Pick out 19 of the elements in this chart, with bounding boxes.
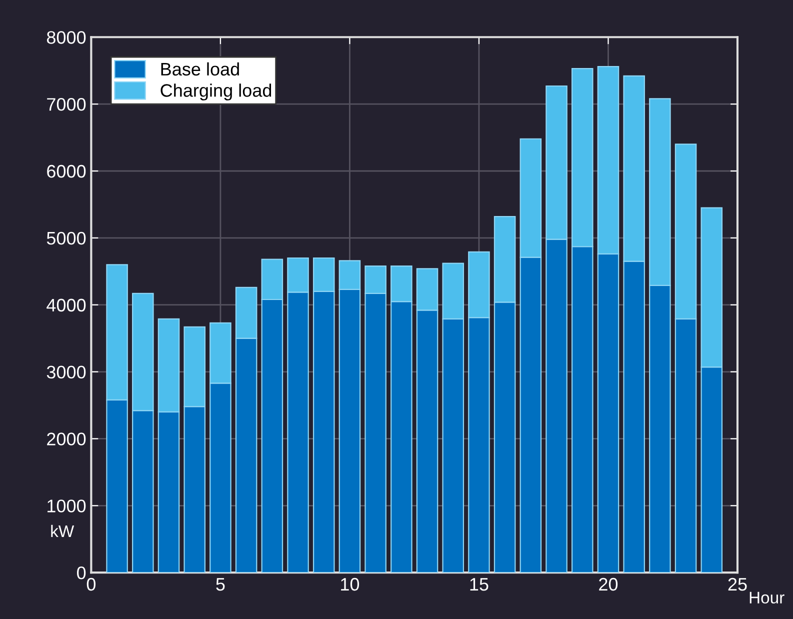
y-tick-label: 4000 bbox=[46, 298, 86, 312]
y-tick-label: 5000 bbox=[46, 232, 86, 245]
legend-label: Charging load bbox=[160, 84, 272, 100]
x-tick-label: 25 bbox=[728, 578, 747, 591]
y-tick-label: 2000 bbox=[47, 432, 86, 446]
y-tick-label: 0 bbox=[77, 566, 86, 580]
y-tick-label: 6000 bbox=[47, 164, 86, 178]
x-tick-label: 20 bbox=[599, 578, 618, 591]
y-tick-label: 7000 bbox=[47, 98, 86, 111]
legend-label: Base load bbox=[161, 62, 239, 76]
x-axis-title: Hour bbox=[750, 592, 784, 604]
y-tick-label: 8000 bbox=[46, 31, 86, 44]
x-tick-label: 5 bbox=[216, 578, 225, 591]
y-tick-label: 1000 bbox=[48, 500, 86, 512]
x-tick-label: 0 bbox=[86, 578, 96, 591]
x-tick-label: 10 bbox=[341, 578, 360, 591]
y-tick-label: 3000 bbox=[46, 366, 86, 379]
y-axis-title: kW bbox=[51, 524, 74, 537]
x-tick-label: 15 bbox=[470, 578, 488, 591]
